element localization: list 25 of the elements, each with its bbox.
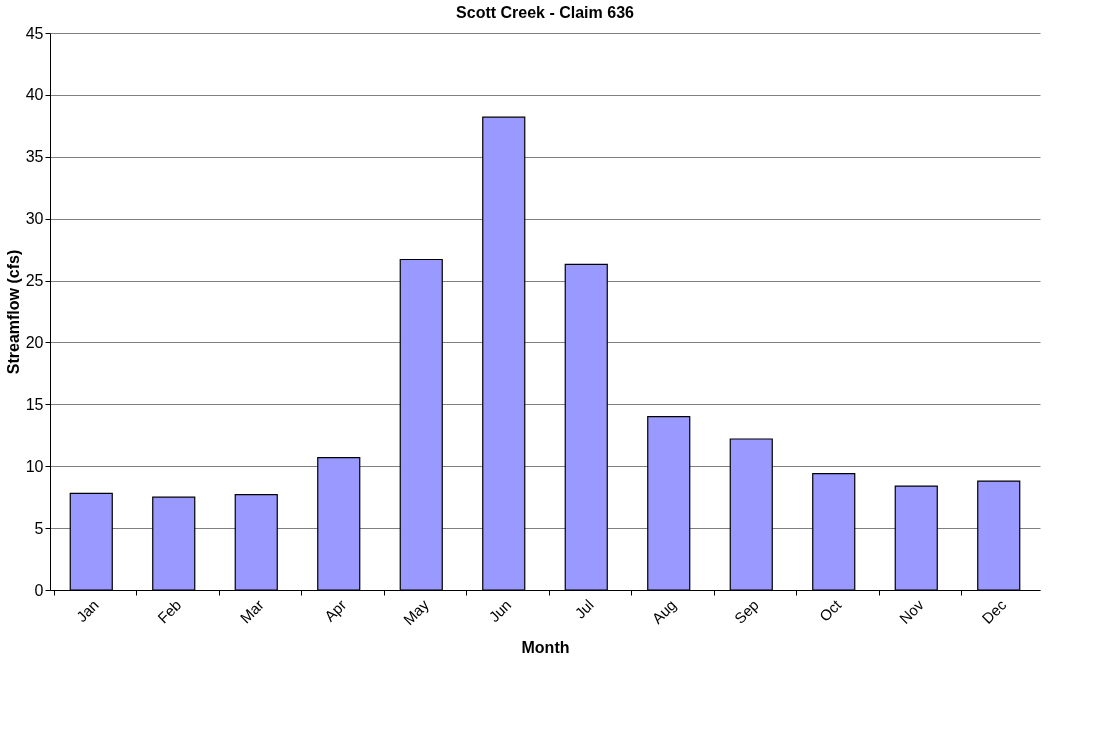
x-tick-label: Apr: [320, 596, 350, 625]
x-tick-label: Aug: [648, 596, 680, 627]
y-tick-label: 35: [25, 148, 44, 166]
y-tick-label: 40: [25, 86, 44, 104]
x-tick-label: May: [399, 595, 433, 629]
y-tick-label: 30: [25, 210, 44, 228]
y-tick-label: 5: [34, 519, 44, 537]
x-axis-title: Month: [521, 639, 570, 657]
x-tick-label: Jun: [485, 596, 515, 626]
y-tick-label: 10: [25, 457, 44, 475]
x-tick-label: Feb: [154, 596, 185, 627]
x-tick-label: Oct: [815, 595, 845, 625]
x-tick-label: Nov: [895, 595, 928, 627]
x-tick-label: Jul: [571, 596, 597, 622]
y-tick-label: 25: [25, 272, 44, 290]
y-tick-label: 45: [25, 24, 44, 42]
y-tick-label: 20: [25, 333, 44, 351]
x-tick-label: Sep: [730, 596, 762, 627]
y-axis-title: Streamflow (cfs): [4, 249, 22, 375]
x-tick-label: Mar: [236, 596, 267, 627]
x-tick-label: Dec: [978, 595, 1010, 627]
x-tick-label: Jan: [72, 596, 102, 626]
y-tick-label: 0: [34, 581, 44, 599]
chart-title: Scott Creek - Claim 636: [456, 4, 635, 21]
y-tick-label: 15: [25, 395, 44, 413]
